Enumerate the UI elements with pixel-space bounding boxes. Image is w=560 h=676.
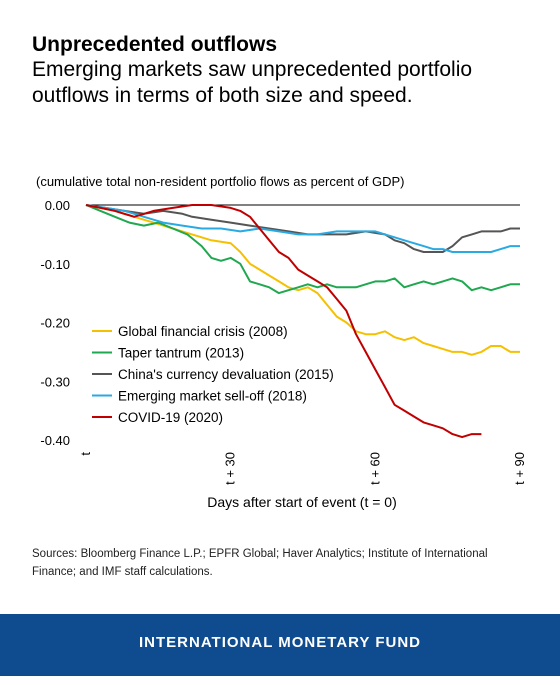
unit-note: (cumulative total non-resident portfolio… — [36, 174, 405, 189]
x-tick-label: t — [78, 452, 93, 456]
y-tick-label: -0.30 — [40, 374, 70, 389]
y-tick-label: 0.00 — [45, 198, 70, 213]
legend-label: Global financial crisis (2008) — [118, 324, 288, 339]
chart-title: Unprecedented outflows — [32, 33, 278, 56]
series-line-4 — [85, 204, 482, 439]
legend-label: Taper tantrum (2013) — [118, 346, 244, 361]
sources-note: Sources: Bloomberg Finance L.P.; EPFR Gl… — [32, 548, 488, 578]
line-chart: (cumulative total non-resident portfolio… — [36, 174, 527, 510]
series-line-3 — [85, 204, 520, 253]
x-axis-title: Days after start of event (t = 0) — [207, 494, 396, 510]
series-lines — [85, 204, 520, 439]
y-axis-labels: 0.00 -0.10 -0.20 -0.30 -0.40 — [40, 198, 70, 448]
chart-subtitle: Emerging markets saw unprecedented portf… — [32, 58, 473, 107]
legend: Global financial crisis (2008) Taper tant… — [92, 324, 334, 425]
legend-label: COVID-19 (2020) — [118, 410, 223, 425]
y-tick-label: -0.20 — [40, 316, 70, 331]
series-line-1 — [85, 204, 520, 295]
x-tick-label: t + 60 — [367, 452, 382, 485]
y-tick-label: -0.40 — [40, 433, 70, 448]
imf-footer-bar: INTERNATIONAL MONETARY FUND — [0, 614, 560, 676]
imf-footer-label: INTERNATIONAL MONETARY FUND — [139, 634, 421, 651]
x-tick-label: t + 90 — [512, 452, 527, 485]
series-line-0 — [85, 204, 520, 356]
legend-label: China's currency devaluation (2015) — [118, 367, 334, 382]
legend-label: Emerging market sell-off (2018) — [118, 389, 307, 404]
y-tick-label: -0.10 — [40, 257, 70, 272]
x-tick-label: t + 30 — [223, 452, 238, 485]
x-axis-labels: t t + 30 t + 60 t + 90 — [78, 452, 527, 485]
